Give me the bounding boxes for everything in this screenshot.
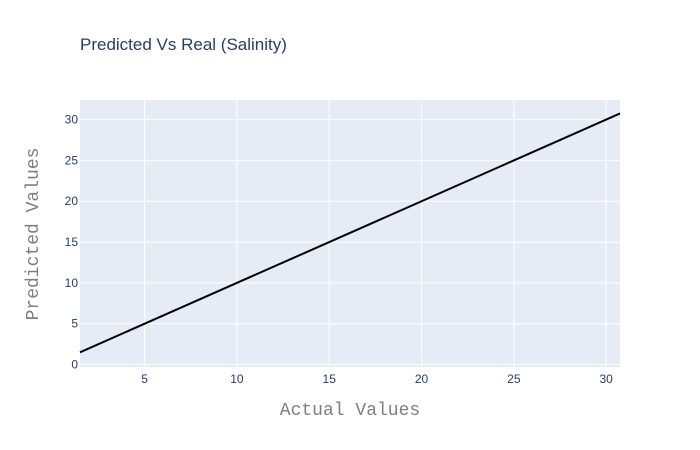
series-line-0 [79,112,621,354]
x-tick-label-30: 30 [599,372,613,386]
series-layer [79,112,621,354]
x-axis-title: Actual Values [280,401,420,421]
y-tick-label-10: 10 [65,276,79,290]
x-tick-label-5: 5 [141,372,148,386]
x-tick-label-20: 20 [415,372,429,386]
x-tick-label-10: 10 [230,372,244,386]
x-tick-label-15: 15 [323,372,337,386]
y-tick-label-5: 5 [71,317,78,331]
y-tick-label-30: 30 [65,113,79,127]
x-tick-label-25: 25 [507,372,521,386]
y-axis-title: Predicted Values [24,148,44,321]
y-tick-label-15: 15 [65,235,79,249]
grid [80,100,620,367]
y-tick-label-0: 0 [71,358,78,372]
chart-title: Predicted Vs Real (Salinity) [80,35,287,54]
y-tick-label-25: 25 [65,153,79,167]
tick-labels: 5 10 15 20 25 30 0 5 10 15 20 25 30 [65,113,614,386]
y-tick-label-20: 20 [65,194,79,208]
